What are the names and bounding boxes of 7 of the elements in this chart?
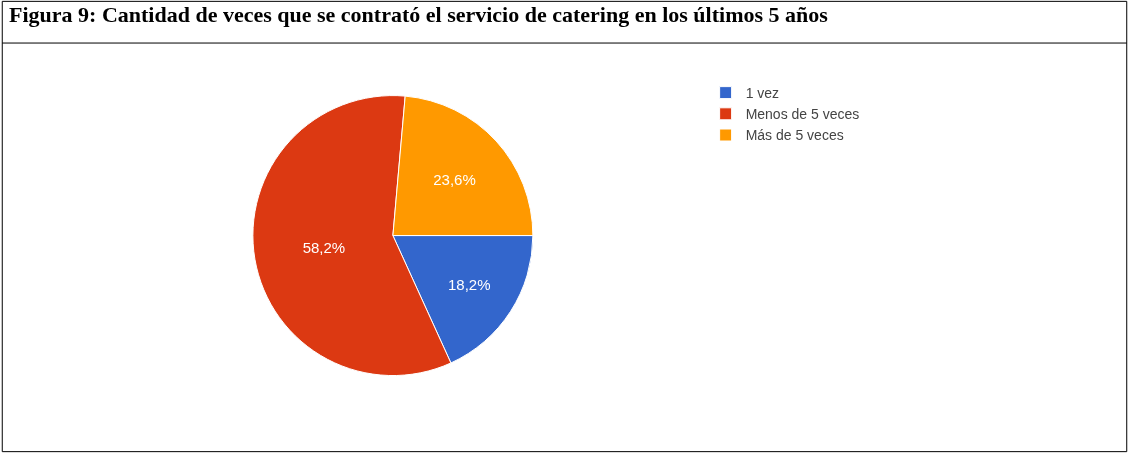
legend-label: Más de 5 veces [745,127,844,144]
data-label: 58,2% [302,238,346,256]
data-label: 18,2% [448,276,491,294]
data-label: 23,6% [433,170,476,188]
legend-label: 1 vez [745,85,780,102]
chart-title: Figura 9: Cantidad de veces que se contrató el servicio de catering en los últimos 5 años [9,2,829,28]
legend-label: Menos de 5 veces [745,106,860,123]
